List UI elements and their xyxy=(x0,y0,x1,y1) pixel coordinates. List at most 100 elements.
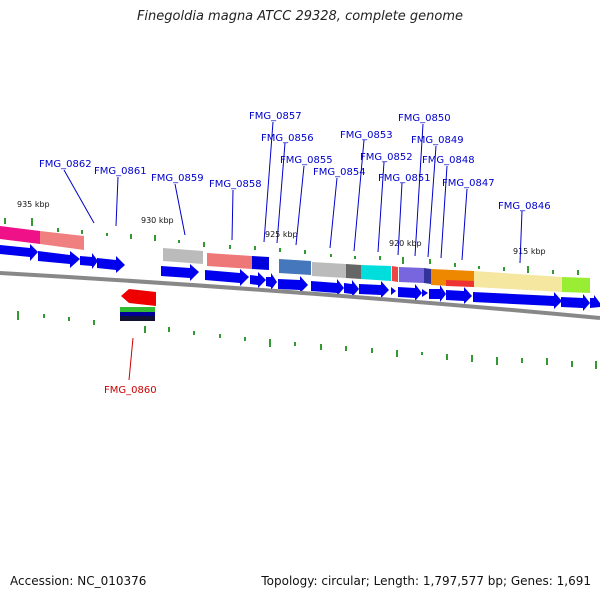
gene-label[interactable]: FMG_0848 xyxy=(422,155,475,166)
gene-label[interactable]: FMG_0857 xyxy=(249,111,302,122)
gc-tick xyxy=(454,263,456,267)
gc-tick xyxy=(330,254,332,257)
forward-callout-lines xyxy=(63,121,523,264)
callout-line xyxy=(377,161,385,253)
gc-tick xyxy=(354,256,356,259)
gc-tick xyxy=(219,334,221,338)
gene-label[interactable]: FMG_0852 xyxy=(360,152,413,163)
gene-arrow xyxy=(446,287,472,304)
gene-label[interactable]: FMG_0849 xyxy=(411,135,464,146)
gc-tick xyxy=(130,234,132,239)
gc-tick xyxy=(193,331,195,335)
scale-tick-label: 920 kbp xyxy=(389,239,422,248)
gc-tick xyxy=(154,235,156,241)
callout-line xyxy=(276,142,286,244)
feature-box xyxy=(252,256,269,270)
gc-tick xyxy=(4,218,6,224)
callout-line-reverse xyxy=(128,337,134,381)
gene-arrow xyxy=(266,273,277,290)
gene-arrow xyxy=(38,251,80,268)
callout-line xyxy=(115,176,119,227)
gene-arrows-forward xyxy=(0,244,600,311)
gc-tick xyxy=(43,314,45,318)
genome-backbone xyxy=(0,271,600,320)
callout-line xyxy=(174,183,186,236)
gc-tick xyxy=(503,267,505,271)
gene-arrow-reverse xyxy=(121,289,156,306)
gene-label[interactable]: FMG_0859 xyxy=(151,173,204,184)
gc-tick xyxy=(168,327,170,332)
feature-box xyxy=(120,307,155,312)
gc-tick xyxy=(527,266,529,273)
gene-arrow xyxy=(422,289,428,297)
callout-line xyxy=(231,189,234,241)
gc-tick xyxy=(81,230,83,234)
gene-label[interactable]: FMG_0862 xyxy=(39,159,92,170)
gene-arrow xyxy=(80,253,98,269)
gc-tick xyxy=(521,358,523,363)
gc-tick xyxy=(371,348,373,353)
gene-arrow xyxy=(590,295,600,308)
callout-line xyxy=(427,145,437,258)
gc-tick xyxy=(304,250,306,254)
gc-tick xyxy=(254,246,256,250)
gene-label[interactable]: FMG_0861 xyxy=(94,166,147,177)
feature-track-forward xyxy=(0,226,590,293)
gene-label[interactable]: FMG_0856 xyxy=(261,133,314,144)
gc-tick xyxy=(229,245,231,249)
callout-line xyxy=(397,182,403,256)
gene-label[interactable]: FMG_0851 xyxy=(378,173,431,184)
gene-label[interactable]: FMG_0846 xyxy=(498,201,551,212)
gc-tick xyxy=(106,233,108,236)
gene-arrow xyxy=(250,272,266,288)
gene-label[interactable]: FMG_0847 xyxy=(442,178,495,189)
feature-box xyxy=(163,248,203,264)
gc-tick xyxy=(294,342,296,346)
gc-tick xyxy=(178,240,180,243)
gene-arrow xyxy=(97,256,125,273)
feature-box xyxy=(207,253,252,269)
gc-tick xyxy=(269,339,271,347)
gene-labels-forward: FMG_0862 FMG_0861 FMG_0859 FMG_0858 FMG_… xyxy=(39,111,551,212)
gc-tick xyxy=(320,344,322,350)
gene-label[interactable]: FMG_0854 xyxy=(313,167,366,178)
gene-arrow xyxy=(344,280,359,297)
gc-tick xyxy=(17,311,19,320)
gene-arrow xyxy=(0,244,38,261)
gene-label[interactable]: FMG_0850 xyxy=(398,113,451,124)
gene-label-reverse[interactable]: FMG_0860 xyxy=(104,385,157,396)
feature-box xyxy=(392,266,398,282)
scale-labels: 935 kbp 930 kbp 925 kbp 920 kbp 915 kbp xyxy=(17,200,546,256)
gene-arrow xyxy=(278,276,308,293)
gc-tick xyxy=(68,317,70,321)
gc-tick xyxy=(345,346,347,351)
gene-arrow xyxy=(398,284,422,301)
feature-box xyxy=(120,312,155,316)
gene-arrow xyxy=(161,264,199,281)
gc-tick xyxy=(496,357,498,365)
gc-tick xyxy=(144,326,146,333)
callout-line xyxy=(63,169,95,224)
scale-tick-label: 935 kbp xyxy=(17,200,50,209)
feature-box xyxy=(424,268,431,284)
callout-line xyxy=(461,188,468,261)
gc-tick xyxy=(396,350,398,357)
callout-line xyxy=(353,139,365,252)
gene-label[interactable]: FMG_0855 xyxy=(280,155,333,166)
callout-line xyxy=(440,165,448,259)
callout-line xyxy=(263,121,274,243)
gc-tick xyxy=(244,337,246,341)
gene-label[interactable]: FMG_0853 xyxy=(340,130,393,141)
gene-label[interactable]: FMG_0858 xyxy=(209,179,262,190)
gc-tick xyxy=(446,354,448,360)
gc-tick xyxy=(379,256,381,260)
callout-line xyxy=(414,123,424,257)
genome-summary: Topology: circular; Length: 1,797,577 bp… xyxy=(261,574,591,588)
feature-box xyxy=(279,259,311,275)
gc-tick xyxy=(421,352,423,355)
feature-box xyxy=(361,265,391,281)
gene-arrows-reverse xyxy=(120,289,156,321)
gc-tick xyxy=(429,259,431,264)
scale-tick-label: 925 kbp xyxy=(265,230,298,239)
gc-tick xyxy=(203,242,205,247)
